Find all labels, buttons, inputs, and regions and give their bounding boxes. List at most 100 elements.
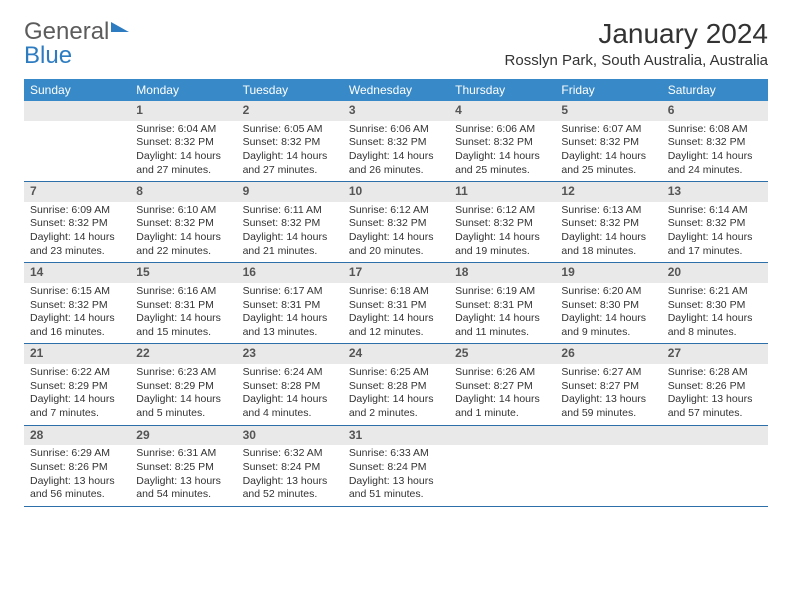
sunset-text: Sunset: 8:31 PM — [455, 299, 549, 313]
day-details: Sunrise: 6:06 AMSunset: 8:32 PMDaylight:… — [449, 121, 555, 182]
day-number: 21 — [24, 344, 130, 364]
week-row: 1 Sunrise: 6:04 AM Sunset: 8:32 PM Daylight… — [24, 101, 768, 182]
day-header-row: SundayMondayTuesdayWednesdayThursdayFrid… — [24, 79, 768, 101]
sunset-text: Sunset: 8:31 PM — [349, 299, 443, 313]
daylight-text: Daylight: 14 hours and 1 minute. — [455, 393, 549, 420]
sunset-text: Sunset: 8:32 PM — [349, 217, 443, 231]
day-number: 27 — [662, 344, 768, 364]
day-details: Sunrise: 6:06 AMSunset: 8:32 PMDaylight:… — [343, 121, 449, 182]
daylight-text: Daylight: 14 hours and 13 minutes. — [243, 312, 337, 339]
day-cell: 19 Sunrise: 6:20 AMSunset: 8:30 PMDayligh… — [555, 263, 661, 343]
sunrise-text: Sunrise: 6:04 AM — [136, 123, 230, 137]
day-number: 15 — [130, 263, 236, 283]
day-number: 7 — [24, 182, 130, 202]
daylight-text: Daylight: 14 hours and 8 minutes. — [668, 312, 762, 339]
daylight-text: Daylight: 14 hours and 15 minutes. — [136, 312, 230, 339]
day-cell: 7Sunrise: 6:09 AMSunset: 8:32 PMDaylight… — [24, 182, 130, 262]
day-cell: 12Sunrise: 6:13 AMSunset: 8:32 PMDayligh… — [555, 182, 661, 262]
day-number: 14 — [24, 263, 130, 283]
day-header: Wednesday — [343, 79, 449, 101]
day-cell: 4Sunrise: 6:06 AMSunset: 8:32 PMDaylight… — [449, 101, 555, 181]
sunset-text: Sunset: 8:30 PM — [668, 299, 762, 313]
daylight-text: Daylight: 14 hours and 9 minutes. — [561, 312, 655, 339]
sunset-text: Sunset: 8:29 PM — [30, 380, 124, 394]
day-cell: 25Sunrise: 6:26 AMSunset: 8:27 PMDayligh… — [449, 344, 555, 424]
daylight-text: Daylight: 14 hours and 11 minutes. — [455, 312, 549, 339]
day-cell — [555, 426, 661, 506]
sunrise-text: Sunrise: 6:16 AM — [136, 285, 230, 299]
title-block: January 2024 Rosslyn Park, South Austral… — [505, 18, 768, 69]
day-details: Sunrise: 6:24 AMSunset: 8:28 PMDaylight:… — [237, 364, 343, 425]
day-details: Sunrise: 6:12 AMSunset: 8:32 PMDaylight:… — [449, 202, 555, 263]
day-header: Monday — [130, 79, 236, 101]
day-cell: 27Sunrise: 6:28 AMSunset: 8:26 PMDayligh… — [662, 344, 768, 424]
sunrise-text: Sunrise: 6:18 AM — [349, 285, 443, 299]
day-details: Sunrise: 6:31 AMSunset: 8:25 PMDaylight:… — [130, 445, 236, 506]
sunrise-text: Sunrise: 6:06 AM — [349, 123, 443, 137]
day-details: Sunrise: 6:32 AMSunset: 8:24 PMDaylight:… — [237, 445, 343, 506]
sunset-text: Sunset: 8:32 PM — [30, 299, 124, 313]
day-cell: 2Sunrise: 6:05 AMSunset: 8:32 PMDaylight… — [237, 101, 343, 181]
sunset-text: Sunset: 8:28 PM — [243, 380, 337, 394]
day-number: 12 — [555, 182, 661, 202]
month-title: January 2024 — [505, 18, 768, 50]
day-details: Sunrise: 6:25 AMSunset: 8:28 PMDaylight:… — [343, 364, 449, 425]
day-details: Sunrise: 6:21 AMSunset: 8:30 PMDaylight:… — [662, 283, 768, 344]
sunrise-text: Sunrise: 6:13 AM — [561, 204, 655, 218]
day-number: 6 — [662, 101, 768, 121]
day-number: 13 — [662, 182, 768, 202]
location-text: Rosslyn Park, South Australia, Australia — [505, 52, 768, 69]
sunset-text: Sunset: 8:32 PM — [243, 217, 337, 231]
daylight-text: Daylight: 14 hours and 23 minutes. — [30, 231, 124, 258]
day-cell: 14Sunrise: 6:15 AMSunset: 8:32 PMDayligh… — [24, 263, 130, 343]
day-details: Sunrise: 6:23 AMSunset: 8:29 PMDaylight:… — [130, 364, 236, 425]
page-header: General January 2024 Rosslyn Park, South… — [24, 18, 768, 69]
daylight-text: Daylight: 14 hours and 12 minutes. — [349, 312, 443, 339]
sunrise-text: Sunrise: 6:26 AM — [455, 366, 549, 380]
day-details: Sunrise: 6:05 AMSunset: 8:32 PMDaylight:… — [237, 121, 343, 182]
sunrise-text: Sunrise: 6:17 AM — [243, 285, 337, 299]
daylight-text: Daylight: 14 hours and 17 minutes. — [668, 231, 762, 258]
day-number: 22 — [130, 344, 236, 364]
day-cell: 23Sunrise: 6:24 AMSunset: 8:28 PMDayligh… — [237, 344, 343, 424]
sunrise-text: Sunrise: 6:08 AM — [668, 123, 762, 137]
sunrise-text: Sunrise: 6:22 AM — [30, 366, 124, 380]
day-number: 19 — [555, 263, 661, 283]
day-cell: 3Sunrise: 6:06 AMSunset: 8:32 PMDaylight… — [343, 101, 449, 181]
sunrise-text: Sunrise: 6:24 AM — [243, 366, 337, 380]
day-cell: 17Sunrise: 6:18 AMSunset: 8:31 PMDayligh… — [343, 263, 449, 343]
sunset-text: Sunset: 8:32 PM — [668, 217, 762, 231]
sunset-text: Sunset: 8:26 PM — [668, 380, 762, 394]
day-cell: 26Sunrise: 6:27 AMSunset: 8:27 PMDayligh… — [555, 344, 661, 424]
daylight-text: Daylight: 14 hours and 27 minutes. — [136, 150, 230, 177]
day-number — [555, 426, 661, 446]
day-number: 29 — [130, 426, 236, 446]
day-number: 24 — [343, 344, 449, 364]
day-header: Sunday — [24, 79, 130, 101]
day-number: 9 — [237, 182, 343, 202]
sunrise-text: Sunrise: 6:14 AM — [668, 204, 762, 218]
sunrise-text: Sunrise: 6:20 AM — [561, 285, 655, 299]
day-cell: 31Sunrise: 6:33 AMSunset: 8:24 PMDayligh… — [343, 426, 449, 506]
day-details: Sunrise: 6:11 AMSunset: 8:32 PMDaylight:… — [237, 202, 343, 263]
calendar: SundayMondayTuesdayWednesdayThursdayFrid… — [24, 79, 768, 507]
day-number: 16 — [237, 263, 343, 283]
sunrise-text: Sunrise: 6:06 AM — [455, 123, 549, 137]
sunset-text: Sunset: 8:30 PM — [561, 299, 655, 313]
day-number: 1 — [130, 101, 236, 121]
day-details: Sunrise: 6:14 AMSunset: 8:32 PMDaylight:… — [662, 202, 768, 263]
daylight-text: Daylight: 13 hours and 59 minutes. — [561, 393, 655, 420]
day-number: 23 — [237, 344, 343, 364]
day-cell: 10Sunrise: 6:12 AMSunset: 8:32 PMDayligh… — [343, 182, 449, 262]
sunset-text: Sunset: 8:32 PM — [455, 217, 549, 231]
sunset-text: Sunset: 8:32 PM — [668, 136, 762, 150]
day-cell: 15Sunrise: 6:16 AMSunset: 8:31 PMDayligh… — [130, 263, 236, 343]
day-details: Sunrise: 6:28 AMSunset: 8:26 PMDaylight:… — [662, 364, 768, 425]
daylight-text: Daylight: 14 hours and 26 minutes. — [349, 150, 443, 177]
day-number — [662, 426, 768, 446]
sunrise-text: Sunrise: 6:32 AM — [243, 447, 337, 461]
day-number: 8 — [130, 182, 236, 202]
sunrise-text: Sunrise: 6:05 AM — [243, 123, 337, 137]
day-cell: 21Sunrise: 6:22 AMSunset: 8:29 PMDayligh… — [24, 344, 130, 424]
day-number: 26 — [555, 344, 661, 364]
